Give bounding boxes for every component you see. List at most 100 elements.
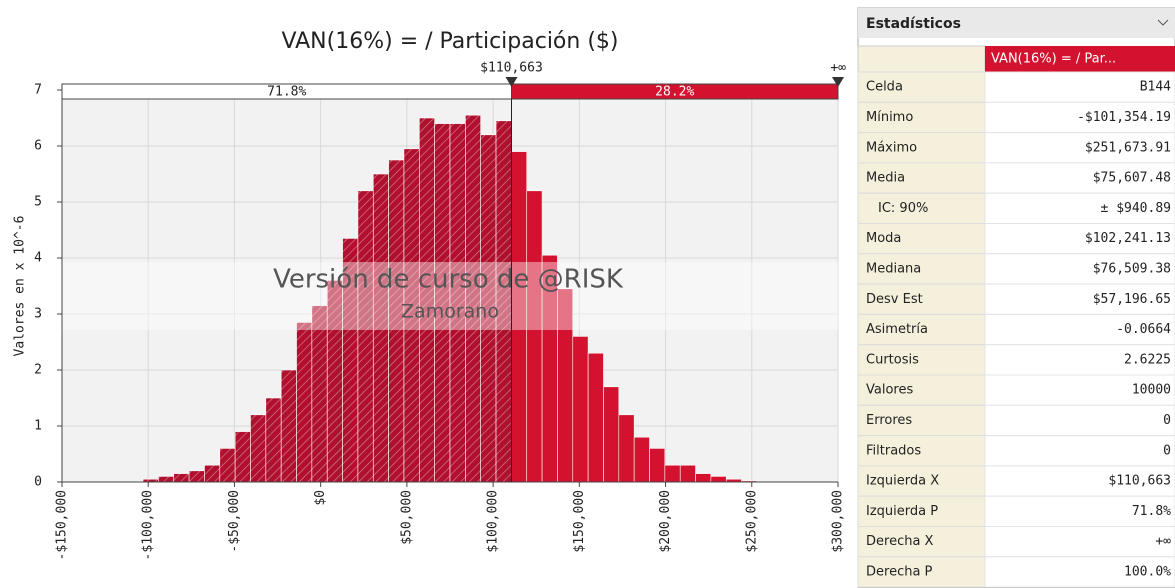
bar xyxy=(265,397,282,483)
row-label: Desv Est xyxy=(866,292,923,307)
row-value-cell xyxy=(984,71,1175,103)
bar xyxy=(649,448,666,483)
bar xyxy=(296,322,313,483)
row-label: Mediana xyxy=(866,261,921,276)
row-label: Asimetría xyxy=(866,322,928,337)
row-label-cell xyxy=(857,253,986,285)
row-label: Errores xyxy=(866,413,912,428)
bar xyxy=(280,369,297,483)
column-header xyxy=(985,46,1175,72)
row-value-cell xyxy=(984,404,1175,437)
delimiter-handle[interactable] xyxy=(505,77,518,87)
delimiter-handle[interactable] xyxy=(832,77,844,87)
bar xyxy=(250,414,267,483)
row-value-cell xyxy=(984,132,1175,164)
row-label: IC: 90% xyxy=(878,201,928,216)
row-value-cell xyxy=(984,253,1175,285)
row-value-cell xyxy=(984,374,1175,406)
row-value-cell xyxy=(984,526,1175,558)
row-label-cell xyxy=(857,192,986,224)
x-tick-label: -$50,000 xyxy=(227,490,242,553)
bar xyxy=(695,473,712,483)
row-value: $110,663 xyxy=(1108,474,1171,489)
delimiter-right xyxy=(510,83,839,100)
row-label-cell xyxy=(857,404,986,437)
bar xyxy=(234,431,251,483)
row-value: $76,509.38 xyxy=(1093,261,1171,276)
row-label: Izquierda P xyxy=(866,504,938,519)
row-value: -$101,354.19 xyxy=(1077,110,1171,125)
row-value: 10000 xyxy=(1132,383,1171,398)
row-value-cell xyxy=(984,344,1175,376)
row-label-cell xyxy=(857,556,986,588)
stats-title[interactable]: Estadísticos xyxy=(866,16,961,32)
row-value-cell xyxy=(984,192,1175,224)
row-value: $75,607.48 xyxy=(1093,171,1171,186)
row-label-cell xyxy=(857,71,986,103)
y-tick-label: 3 xyxy=(34,307,42,322)
bar xyxy=(357,190,374,483)
x-tick-label: $300,000 xyxy=(831,490,846,553)
x-tick-label: $50,000 xyxy=(399,490,414,545)
row-label: Moda xyxy=(866,231,901,246)
watermark-band xyxy=(62,262,838,330)
y-tick-label: 0 xyxy=(34,475,42,490)
row-value: B144 xyxy=(1140,80,1171,95)
row-value-cell xyxy=(984,101,1175,134)
x-tick-label: $100,000 xyxy=(486,490,501,553)
row-value-cell xyxy=(984,556,1175,588)
row-label: Celda xyxy=(866,80,903,95)
row-label-cell xyxy=(857,162,986,194)
x-tick-label: -$150,000 xyxy=(55,490,70,560)
bar xyxy=(204,464,221,483)
row-label: Filtrados xyxy=(866,443,921,458)
row-value: $102,241.13 xyxy=(1085,231,1171,246)
bar xyxy=(664,464,681,483)
bar xyxy=(633,436,650,483)
row-value-cell xyxy=(984,283,1175,315)
row-label-cell xyxy=(857,313,986,346)
row-label: Máximo xyxy=(866,140,917,155)
watermark: Versión de curso de @RISK xyxy=(273,265,624,295)
row-value: ± $940.89 xyxy=(1101,201,1171,216)
bar xyxy=(587,352,604,483)
row-value: 0 xyxy=(1163,443,1171,458)
x-tick-label: $250,000 xyxy=(744,490,759,553)
bar xyxy=(679,464,696,483)
x-tick-label: $150,000 xyxy=(572,490,587,553)
bar xyxy=(158,476,175,483)
bar xyxy=(526,190,543,483)
row-label: Derecha P xyxy=(866,564,933,579)
delimiter-percent: 28.2% xyxy=(655,85,694,100)
y-tick-label: 5 xyxy=(34,195,42,210)
row-label: Derecha X xyxy=(866,534,934,549)
row-label: Media xyxy=(866,171,905,186)
row-label-cell xyxy=(857,283,986,315)
row-value: 100.0% xyxy=(1124,564,1171,579)
row-label-cell xyxy=(857,223,986,255)
bar xyxy=(603,386,620,483)
bar xyxy=(311,305,328,483)
watermark: Zamorano xyxy=(401,301,499,323)
y-tick-label: 6 xyxy=(34,139,42,154)
row-value: $57,196.65 xyxy=(1093,292,1171,307)
bar xyxy=(188,470,205,483)
x-tick-label: -$100,000 xyxy=(141,490,156,560)
row-value: 71.8% xyxy=(1132,504,1171,519)
row-value: 0 xyxy=(1163,413,1171,428)
bar xyxy=(219,448,236,483)
row-label: Valores xyxy=(866,383,913,398)
row-value-cell xyxy=(984,223,1175,255)
y-tick-label: 4 xyxy=(34,251,42,266)
bar xyxy=(572,336,589,483)
dropdown-icon[interactable] xyxy=(1157,19,1169,26)
row-label: Curtosis xyxy=(866,352,919,367)
y-tick-label: 7 xyxy=(34,83,42,98)
row-label-cell xyxy=(857,465,986,497)
row-label-cell xyxy=(857,435,986,467)
x-tick-label: $0 xyxy=(313,490,328,506)
row-label: Izquierda X xyxy=(866,474,939,489)
row-value: +∞ xyxy=(1155,534,1171,549)
